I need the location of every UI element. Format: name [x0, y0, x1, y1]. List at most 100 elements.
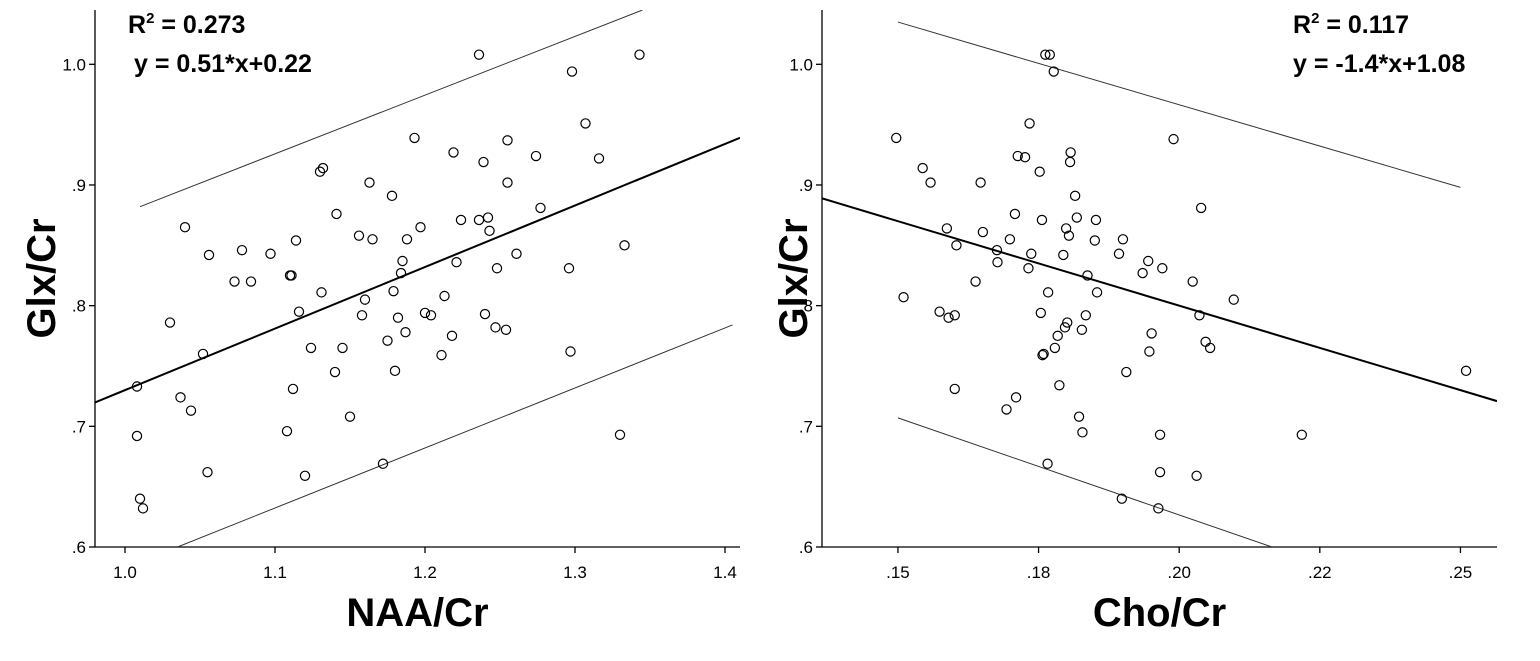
plot-area — [822, 21, 1497, 547]
data-point — [917, 162, 928, 174]
data-point — [364, 177, 375, 188]
data-point — [386, 190, 398, 202]
data-point — [898, 292, 909, 303]
data-point — [1042, 458, 1053, 469]
data-point — [395, 267, 407, 279]
data-point — [941, 223, 953, 234]
data-point — [293, 306, 305, 317]
y-tick-label: .6 — [799, 538, 813, 557]
data-point — [634, 49, 645, 60]
regression-equation-label: y = -1.4*x+1.08 — [1293, 50, 1465, 78]
data-point — [1054, 380, 1065, 391]
data-point — [419, 307, 431, 319]
data-point — [1091, 287, 1103, 298]
y-axis-title: Glx/Cr — [772, 218, 816, 338]
data-point — [185, 405, 197, 416]
x-tick-label: .25 — [1449, 563, 1473, 582]
data-point — [1113, 248, 1125, 259]
data-point — [491, 263, 503, 274]
data-point — [949, 310, 960, 321]
data-point — [1154, 429, 1166, 440]
data-point — [436, 349, 447, 361]
data-point — [1058, 249, 1069, 261]
data-point — [934, 306, 945, 317]
data-point — [1036, 214, 1048, 226]
data-point — [1204, 342, 1216, 354]
data-point — [1076, 324, 1088, 335]
r-squared-label: R2 = 0.273 — [128, 10, 245, 39]
data-point — [197, 348, 209, 360]
data-point — [1052, 330, 1063, 342]
data-point — [949, 383, 960, 395]
data-point — [1146, 328, 1157, 339]
data-point — [317, 162, 329, 174]
regression-line — [822, 197, 1497, 403]
data-point — [265, 248, 276, 259]
data-point — [1117, 234, 1129, 245]
data-point — [502, 135, 513, 146]
data-point — [397, 255, 408, 267]
data-point — [1034, 166, 1045, 177]
data-point — [175, 392, 186, 403]
x-tick-label: 1.4 — [713, 563, 737, 582]
data-point — [425, 310, 437, 321]
data-point — [1116, 493, 1128, 504]
data-point — [565, 346, 576, 357]
data-point — [1296, 429, 1308, 440]
y-tick-label: .7 — [799, 417, 813, 436]
y-tick-label: .8 — [799, 297, 813, 316]
data-point — [473, 214, 485, 226]
data-point — [1191, 470, 1202, 482]
data-point — [1012, 150, 1023, 162]
data-point — [290, 235, 302, 246]
x-axis-title: Cho/Cr — [1093, 591, 1226, 635]
y-tick-label: .8 — [72, 297, 86, 316]
x-tick-label: 1.3 — [563, 563, 587, 582]
y-tick-label: .9 — [799, 176, 813, 195]
data-point — [1044, 49, 1056, 60]
data-point — [202, 466, 213, 478]
data-point — [356, 310, 368, 321]
data-point — [305, 342, 317, 354]
data-point — [1194, 310, 1205, 321]
data-point — [482, 212, 494, 223]
data-point — [1064, 156, 1076, 168]
data-point — [943, 312, 954, 323]
data-point — [1144, 346, 1155, 357]
data-point — [344, 411, 356, 422]
data-point — [951, 240, 962, 251]
x-tick-label: .18 — [1027, 563, 1051, 582]
data-point — [415, 222, 426, 233]
data-point — [473, 49, 485, 60]
chart-panel-2: .6 .7 .8 .9 1.0 .15 .18 .20 .22 .25 Cho/Cr Glx/Cr R2… — [772, 10, 1497, 635]
data-point — [1071, 212, 1083, 223]
prediction-interval-upper-line — [139, 10, 643, 208]
data-point — [1024, 118, 1035, 129]
y-axis-title: Glx/Cr — [20, 218, 64, 338]
data-point — [1037, 349, 1048, 361]
x-tick-label: .15 — [886, 563, 910, 582]
data-point — [299, 470, 311, 482]
data-point — [1195, 202, 1207, 214]
x-tick-label: .20 — [1167, 563, 1191, 582]
data-point — [1065, 147, 1076, 158]
data-point — [377, 458, 389, 469]
data-point — [1060, 223, 1072, 234]
data-point — [925, 177, 936, 188]
data-point — [287, 383, 299, 395]
prediction-interval-upper-line — [897, 21, 1461, 188]
data-point — [563, 263, 575, 274]
data-point — [1004, 234, 1016, 245]
plot-area — [95, 10, 740, 547]
data-point — [535, 202, 546, 214]
data-point — [353, 230, 365, 241]
data-point — [1168, 133, 1179, 145]
data-point — [401, 234, 413, 245]
prediction-interval-lower-line — [177, 324, 733, 547]
data-point — [314, 166, 326, 177]
data-point — [203, 249, 215, 261]
data-point — [134, 493, 146, 504]
data-point — [236, 244, 248, 256]
data-point — [1200, 336, 1211, 348]
